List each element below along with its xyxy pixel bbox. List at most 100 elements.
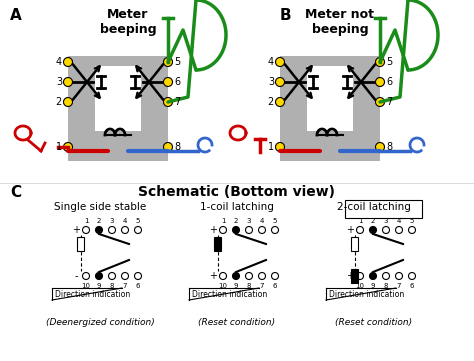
Text: 10: 10 xyxy=(219,283,228,289)
Circle shape xyxy=(370,226,376,234)
Circle shape xyxy=(383,273,390,279)
Circle shape xyxy=(219,226,227,234)
Text: 10: 10 xyxy=(82,283,91,289)
Text: Direction indication: Direction indication xyxy=(192,290,267,299)
Text: 3: 3 xyxy=(268,77,274,87)
Circle shape xyxy=(82,273,90,279)
Text: 7: 7 xyxy=(397,283,401,289)
Text: 5: 5 xyxy=(273,218,277,224)
Circle shape xyxy=(375,143,384,152)
Text: 5: 5 xyxy=(136,218,140,224)
Text: 4: 4 xyxy=(268,57,274,67)
Circle shape xyxy=(272,273,279,279)
Text: Schematic (Bottom view): Schematic (Bottom view) xyxy=(138,185,336,199)
Circle shape xyxy=(409,226,416,234)
Text: +: + xyxy=(209,225,217,235)
Text: 1: 1 xyxy=(84,218,88,224)
Text: 2: 2 xyxy=(268,97,274,107)
Circle shape xyxy=(64,97,73,106)
Text: 3: 3 xyxy=(110,218,114,224)
Bar xyxy=(307,66,353,131)
Circle shape xyxy=(164,78,173,87)
Circle shape xyxy=(356,226,364,234)
Circle shape xyxy=(233,273,239,279)
Circle shape xyxy=(356,273,364,279)
Bar xyxy=(215,237,221,251)
Text: 7: 7 xyxy=(386,97,392,107)
Text: 8: 8 xyxy=(247,283,251,289)
Text: 3: 3 xyxy=(247,218,251,224)
Text: 6: 6 xyxy=(174,77,180,87)
Text: 8: 8 xyxy=(110,283,114,289)
Bar xyxy=(280,56,380,161)
Text: +: + xyxy=(346,271,354,281)
Circle shape xyxy=(275,143,284,152)
Circle shape xyxy=(121,273,128,279)
Text: 3: 3 xyxy=(384,218,388,224)
Circle shape xyxy=(219,273,227,279)
Circle shape xyxy=(272,226,279,234)
Bar xyxy=(352,237,358,251)
Text: 8: 8 xyxy=(384,283,388,289)
Circle shape xyxy=(95,273,102,279)
Circle shape xyxy=(95,226,102,234)
Text: 4: 4 xyxy=(123,218,127,224)
Text: 6: 6 xyxy=(410,283,414,289)
Text: Direction indication: Direction indication xyxy=(329,290,404,299)
Circle shape xyxy=(375,78,384,87)
Text: 1: 1 xyxy=(221,218,225,224)
Text: Meter
beeping: Meter beeping xyxy=(100,8,156,36)
Circle shape xyxy=(164,143,173,152)
Circle shape xyxy=(135,226,142,234)
Text: 3: 3 xyxy=(56,77,62,87)
Text: +: + xyxy=(209,271,217,281)
Circle shape xyxy=(135,273,142,279)
Text: 2: 2 xyxy=(97,218,101,224)
Text: 7: 7 xyxy=(260,283,264,289)
Text: A: A xyxy=(10,8,22,23)
Circle shape xyxy=(275,57,284,66)
Text: 1: 1 xyxy=(268,142,274,152)
Text: 2: 2 xyxy=(56,97,62,107)
Circle shape xyxy=(246,273,253,279)
Circle shape xyxy=(82,226,90,234)
Bar xyxy=(78,237,84,251)
Text: 5: 5 xyxy=(410,218,414,224)
Text: 6: 6 xyxy=(136,283,140,289)
Text: Direction indication: Direction indication xyxy=(55,290,130,299)
Text: 5: 5 xyxy=(174,57,180,67)
Text: 5: 5 xyxy=(386,57,392,67)
Text: 1: 1 xyxy=(56,142,62,152)
Text: 7: 7 xyxy=(123,283,127,289)
Circle shape xyxy=(64,78,73,87)
Text: 1: 1 xyxy=(358,218,362,224)
Circle shape xyxy=(64,143,73,152)
Circle shape xyxy=(164,97,173,106)
Circle shape xyxy=(375,97,384,106)
Text: 4: 4 xyxy=(260,218,264,224)
Text: (Deenergized condition): (Deenergized condition) xyxy=(46,318,155,327)
Text: 4: 4 xyxy=(56,57,62,67)
Circle shape xyxy=(64,57,73,66)
Circle shape xyxy=(383,226,390,234)
Circle shape xyxy=(109,226,116,234)
Text: B: B xyxy=(280,8,292,23)
Circle shape xyxy=(409,273,416,279)
Circle shape xyxy=(109,273,116,279)
Circle shape xyxy=(233,226,239,234)
Circle shape xyxy=(258,226,265,234)
Text: C: C xyxy=(10,185,21,200)
Circle shape xyxy=(246,226,253,234)
Bar xyxy=(345,200,422,218)
Bar xyxy=(68,56,168,161)
Text: (Reset condition): (Reset condition) xyxy=(336,318,412,327)
Text: +: + xyxy=(72,225,80,235)
Text: 1-coil latching: 1-coil latching xyxy=(200,202,274,212)
Text: 4: 4 xyxy=(397,218,401,224)
Circle shape xyxy=(375,57,384,66)
Bar xyxy=(95,66,141,131)
Text: 2: 2 xyxy=(234,218,238,224)
Circle shape xyxy=(164,57,173,66)
Circle shape xyxy=(395,226,402,234)
Text: 2-coil latching: 2-coil latching xyxy=(337,202,411,212)
